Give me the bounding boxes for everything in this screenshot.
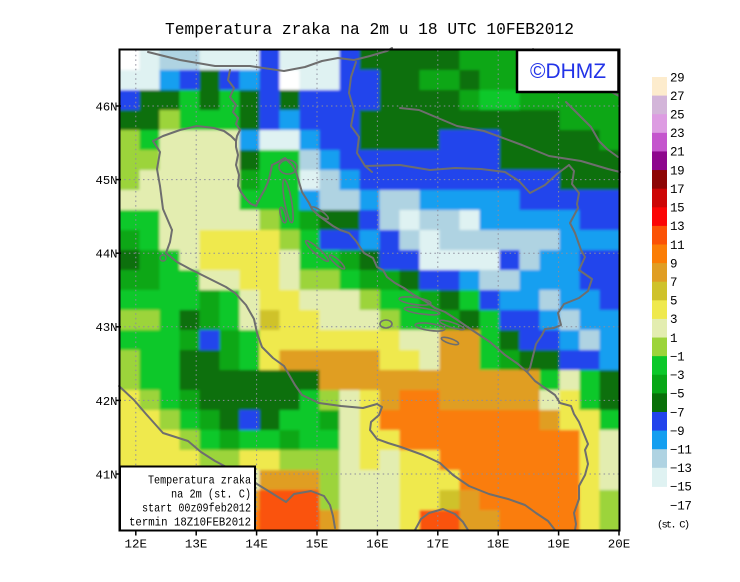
svg-text:29: 29: [670, 71, 685, 85]
svg-text:na 2m (st. C): na 2m (st. C): [171, 488, 251, 502]
svg-text:11: 11: [670, 239, 685, 253]
svg-text:7: 7: [670, 276, 678, 290]
svg-text:43N: 43N: [96, 321, 118, 335]
svg-text:−17: −17: [670, 499, 692, 513]
svg-text:14E: 14E: [245, 538, 268, 552]
svg-text:start 00z09feb2012: start 00z09feb2012: [142, 502, 251, 516]
svg-text:1: 1: [670, 332, 678, 346]
svg-text:(st. C): (st. C): [657, 520, 690, 532]
svg-text:20E: 20E: [608, 538, 631, 552]
svg-text:Temperatura zraka: Temperatura zraka: [148, 474, 251, 488]
svg-text:−5: −5: [670, 388, 685, 402]
svg-text:−3: −3: [670, 369, 685, 383]
svg-text:12E: 12E: [125, 538, 148, 552]
svg-text:−15: −15: [670, 481, 692, 495]
svg-text:16E: 16E: [366, 538, 389, 552]
svg-text:3: 3: [670, 313, 678, 327]
svg-text:25: 25: [670, 109, 685, 123]
svg-text:13E: 13E: [185, 538, 208, 552]
svg-text:13: 13: [670, 220, 685, 234]
svg-text:5: 5: [670, 295, 678, 309]
svg-text:45N: 45N: [96, 174, 118, 188]
svg-text:©DHMZ: ©DHMZ: [530, 60, 606, 83]
svg-text:27: 27: [670, 90, 685, 104]
svg-text:15: 15: [670, 202, 685, 216]
svg-text:9: 9: [670, 257, 678, 271]
svg-text:21: 21: [670, 146, 685, 160]
svg-text:18E: 18E: [487, 538, 510, 552]
svg-text:−13: −13: [670, 462, 692, 476]
svg-text:15E: 15E: [306, 538, 329, 552]
svg-text:41N: 41N: [96, 468, 118, 482]
svg-text:−9: −9: [670, 425, 685, 439]
svg-text:44N: 44N: [96, 248, 118, 262]
svg-text:−7: −7: [670, 406, 685, 420]
svg-text:17E: 17E: [427, 538, 450, 552]
svg-text:−1: −1: [670, 350, 685, 364]
svg-text:42N: 42N: [96, 395, 118, 409]
svg-text:23: 23: [670, 127, 685, 141]
svg-text:−11: −11: [670, 444, 692, 458]
svg-text:19: 19: [670, 164, 685, 178]
svg-text:46N: 46N: [96, 100, 118, 114]
svg-text:Temperatura zraka na 2m u 18 U: Temperatura zraka na 2m u 18 UTC 10FEB20…: [165, 20, 574, 39]
svg-text:17: 17: [670, 183, 685, 197]
svg-text:termin 18Z10FEB2012: termin 18Z10FEB2012: [129, 516, 251, 530]
svg-text:19E: 19E: [547, 538, 570, 552]
